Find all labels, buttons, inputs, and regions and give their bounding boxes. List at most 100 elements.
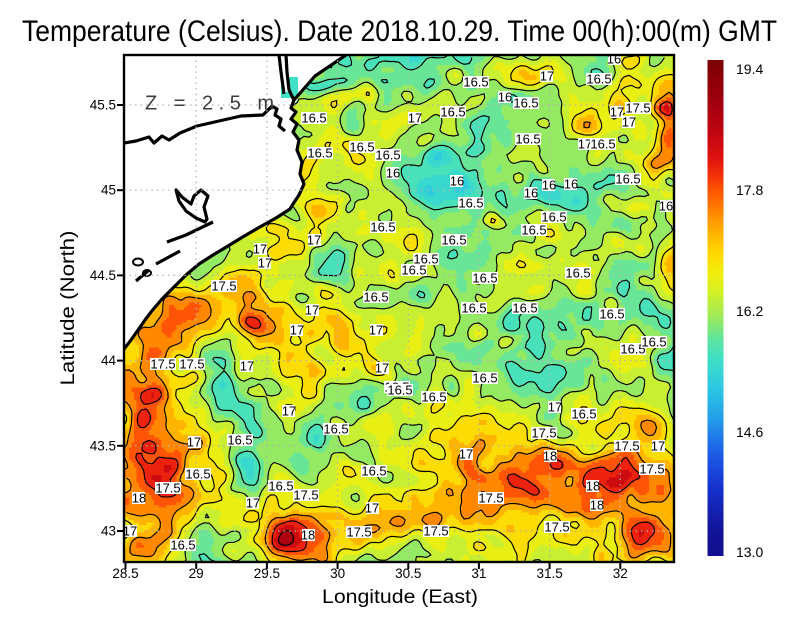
svg-text:18: 18 [132,491,146,506]
svg-text:16.5: 16.5 [349,140,374,155]
svg-text:16.5: 16.5 [440,105,465,120]
svg-text:16.5: 16.5 [565,266,590,281]
svg-text:19.4: 19.4 [736,61,763,77]
svg-text:32: 32 [613,566,628,581]
svg-text:17.5: 17.5 [544,520,569,535]
svg-text:16.5: 16.5 [586,72,611,87]
svg-text:Longitude (East): Longitude (East) [322,587,478,608]
svg-text:16.5: 16.5 [512,301,537,316]
svg-text:16.5: 16.5 [421,390,446,405]
svg-text:16.5: 16.5 [615,172,640,187]
svg-text:28.5: 28.5 [112,566,138,581]
svg-text:17.5: 17.5 [531,426,556,441]
svg-text:16: 16 [450,174,464,189]
svg-text:18: 18 [586,479,600,494]
svg-text:17: 17 [540,69,554,84]
svg-text:17: 17 [258,256,272,271]
svg-text:17: 17 [578,137,592,152]
svg-text:Z = 2.5 m: Z = 2.5 m [145,93,280,115]
svg-text:17: 17 [459,447,473,462]
svg-text:17: 17 [610,105,624,120]
svg-text:16.5: 16.5 [472,271,497,286]
svg-text:30.5: 30.5 [395,566,421,581]
svg-text:17.5: 17.5 [150,357,175,372]
svg-text:16.5: 16.5 [363,290,388,305]
svg-text:17: 17 [375,361,389,376]
svg-text:16.5: 16.5 [370,220,395,235]
svg-text:17.5: 17.5 [478,491,503,506]
svg-text:17: 17 [651,439,665,454]
svg-text:17: 17 [622,115,636,130]
svg-text:45: 45 [101,183,116,198]
svg-text:16.5: 16.5 [521,223,546,238]
svg-text:17: 17 [305,303,319,318]
svg-text:16.5: 16.5 [227,433,252,448]
svg-text:16.5: 16.5 [641,335,666,350]
svg-text:17.5: 17.5 [614,439,639,454]
svg-text:16.2: 16.2 [736,303,763,319]
svg-text:16.5: 16.5 [541,210,566,225]
svg-text:17.5: 17.5 [625,101,650,116]
svg-text:30: 30 [330,566,345,581]
svg-text:16.5: 16.5 [401,263,426,278]
svg-text:44.5: 44.5 [90,268,116,283]
svg-text:29.5: 29.5 [254,566,280,581]
svg-text:16: 16 [564,177,578,192]
svg-text:16: 16 [524,186,538,201]
svg-text:16.5: 16.5 [472,371,497,386]
svg-text:17.5: 17.5 [211,279,236,294]
svg-text:17.5: 17.5 [155,481,180,496]
svg-text:17: 17 [123,524,137,539]
svg-text:16: 16 [542,178,556,193]
svg-text:17: 17 [240,359,254,374]
svg-text:Temperature (Celsius). Date 20: Temperature (Celsius). Date 2018.10.29. … [22,15,777,48]
svg-text:31.5: 31.5 [536,566,562,581]
svg-text:43: 43 [101,524,116,539]
svg-text:14.6: 14.6 [736,424,763,440]
svg-text:13.0: 13.0 [736,544,763,560]
svg-text:16.5: 16.5 [571,407,596,422]
svg-text:16: 16 [498,90,512,105]
svg-text:17.5: 17.5 [639,462,664,477]
svg-text:17.5: 17.5 [179,357,204,372]
svg-text:31: 31 [471,566,486,581]
svg-text:16.5: 16.5 [185,467,210,482]
svg-text:45.5: 45.5 [90,98,116,113]
svg-text:16.5: 16.5 [323,422,348,437]
svg-text:18: 18 [590,498,604,513]
svg-text:17: 17 [369,323,383,338]
svg-text:16.5: 16.5 [461,301,486,316]
svg-text:17: 17 [253,242,267,257]
svg-text:17.5: 17.5 [346,525,371,540]
svg-text:17: 17 [187,435,201,450]
svg-text:17: 17 [365,501,379,516]
svg-text:16.5: 16.5 [590,137,615,152]
svg-text:18: 18 [543,449,557,464]
svg-text:17.8: 17.8 [736,182,763,198]
svg-text:17: 17 [246,496,260,511]
svg-text:17: 17 [548,400,562,415]
svg-text:16.5: 16.5 [361,464,386,479]
svg-text:17: 17 [307,233,321,248]
svg-text:16.5: 16.5 [268,479,293,494]
svg-text:16.5: 16.5 [413,252,438,267]
svg-text:17.5: 17.5 [423,524,448,539]
svg-text:16.5: 16.5 [463,75,488,90]
svg-text:16.5: 16.5 [515,132,540,147]
svg-text:16.5: 16.5 [599,307,624,322]
svg-text:16.5: 16.5 [170,538,195,553]
svg-text:16.5: 16.5 [387,383,412,398]
svg-text:44: 44 [101,353,117,368]
svg-text:16: 16 [607,52,621,67]
svg-text:17.5: 17.5 [293,488,318,503]
svg-text:17: 17 [282,404,296,419]
svg-text:16.5: 16.5 [458,196,483,211]
svg-text:16: 16 [659,199,673,214]
svg-text:17: 17 [408,111,422,126]
svg-text:43.5: 43.5 [90,438,116,453]
svg-text:Latitude (North): Latitude (North) [58,231,79,386]
svg-text:16: 16 [386,166,400,181]
svg-text:16.5: 16.5 [513,96,538,111]
svg-text:17: 17 [290,323,304,338]
svg-text:29: 29 [189,566,204,581]
